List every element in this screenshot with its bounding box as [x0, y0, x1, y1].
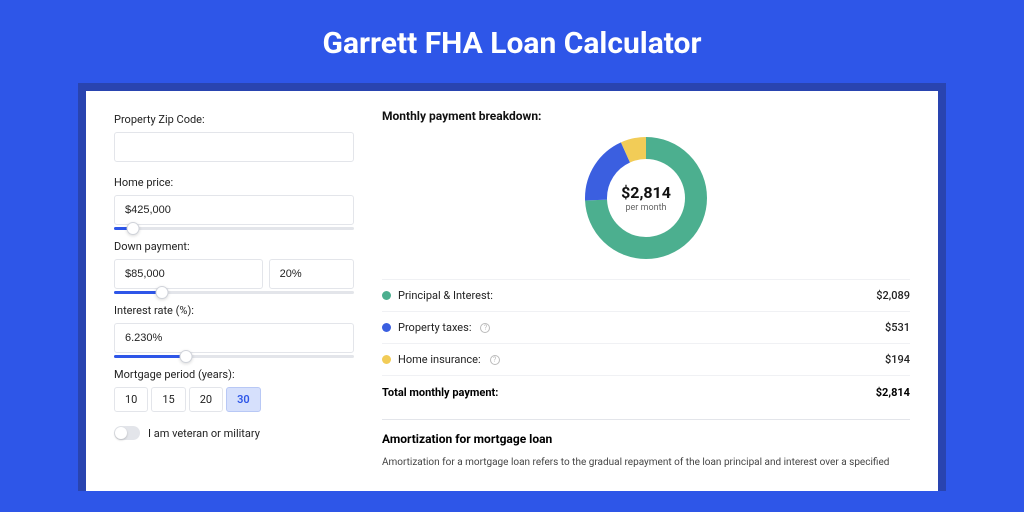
interest-field: [114, 323, 354, 358]
dot-principal: [382, 291, 391, 300]
veteran-row: I am veteran or military: [114, 426, 354, 440]
zip-input[interactable]: [114, 132, 354, 162]
donut-sub: per month: [621, 203, 671, 213]
legend-row-principal: Principal & Interest: $2,089: [382, 279, 910, 311]
veteran-toggle[interactable]: [114, 426, 140, 440]
total-label: Total monthly payment:: [382, 386, 498, 399]
breakdown-title: Monthly payment breakdown:: [382, 109, 910, 123]
legend-val-taxes: $531: [885, 321, 910, 334]
home-price-field: [114, 195, 354, 230]
home-price-input[interactable]: [114, 195, 354, 225]
interest-slider[interactable]: [114, 355, 354, 358]
donut-center: $2,814 per month: [621, 183, 671, 213]
interest-label: Interest rate (%):: [114, 304, 354, 317]
info-icon[interactable]: ?: [490, 355, 500, 365]
period-label: Mortgage period (years):: [114, 368, 354, 381]
legend-row-taxes: Property taxes: ? $531: [382, 311, 910, 343]
period-option-10[interactable]: 10: [114, 387, 148, 412]
amortization-text: Amortization for a mortgage loan refers …: [382, 455, 910, 470]
donut-chart: $2,814 per month: [583, 135, 709, 261]
donut-chart-wrap: $2,814 per month: [382, 135, 910, 261]
divider: [382, 419, 910, 420]
home-price-label: Home price:: [114, 176, 354, 189]
calculator-card: Property Zip Code: Home price: Down paym…: [86, 91, 938, 491]
period-option-20[interactable]: 20: [189, 387, 223, 412]
down-payment-field: [114, 259, 354, 294]
page-title: Garrett FHA Loan Calculator: [0, 0, 1024, 83]
amortization-title: Amortization for mortgage loan: [382, 432, 910, 446]
veteran-label: I am veteran or military: [148, 427, 260, 440]
period-options: 10 15 20 30: [114, 387, 354, 412]
legend-row-insurance: Home insurance: ? $194: [382, 343, 910, 375]
down-payment-pct-input[interactable]: [269, 259, 354, 289]
donut-amount: $2,814: [621, 183, 671, 202]
form-panel: Property Zip Code: Home price: Down paym…: [114, 109, 354, 473]
dot-insurance: [382, 355, 391, 364]
period-option-15[interactable]: 15: [151, 387, 185, 412]
period-option-30[interactable]: 30: [226, 387, 261, 412]
legend-label-taxes: Property taxes:: [398, 321, 471, 334]
down-payment-label: Down payment:: [114, 240, 354, 253]
legend-label-principal: Principal & Interest:: [398, 289, 493, 302]
legend-label-insurance: Home insurance:: [398, 353, 481, 366]
dot-taxes: [382, 323, 391, 332]
legend-val-insurance: $194: [885, 353, 910, 366]
total-row: Total monthly payment: $2,814: [382, 375, 910, 413]
info-icon[interactable]: ?: [480, 323, 490, 333]
zip-label: Property Zip Code:: [114, 113, 354, 126]
interest-input[interactable]: [114, 323, 354, 353]
breakdown-panel: Monthly payment breakdown: $2,814 per mo…: [382, 109, 910, 473]
home-price-slider[interactable]: [114, 227, 354, 230]
down-payment-input[interactable]: [114, 259, 263, 289]
down-payment-slider[interactable]: [114, 291, 354, 294]
card-frame: Property Zip Code: Home price: Down paym…: [78, 83, 946, 491]
total-value: $2,814: [876, 386, 910, 399]
legend-val-principal: $2,089: [876, 289, 910, 302]
